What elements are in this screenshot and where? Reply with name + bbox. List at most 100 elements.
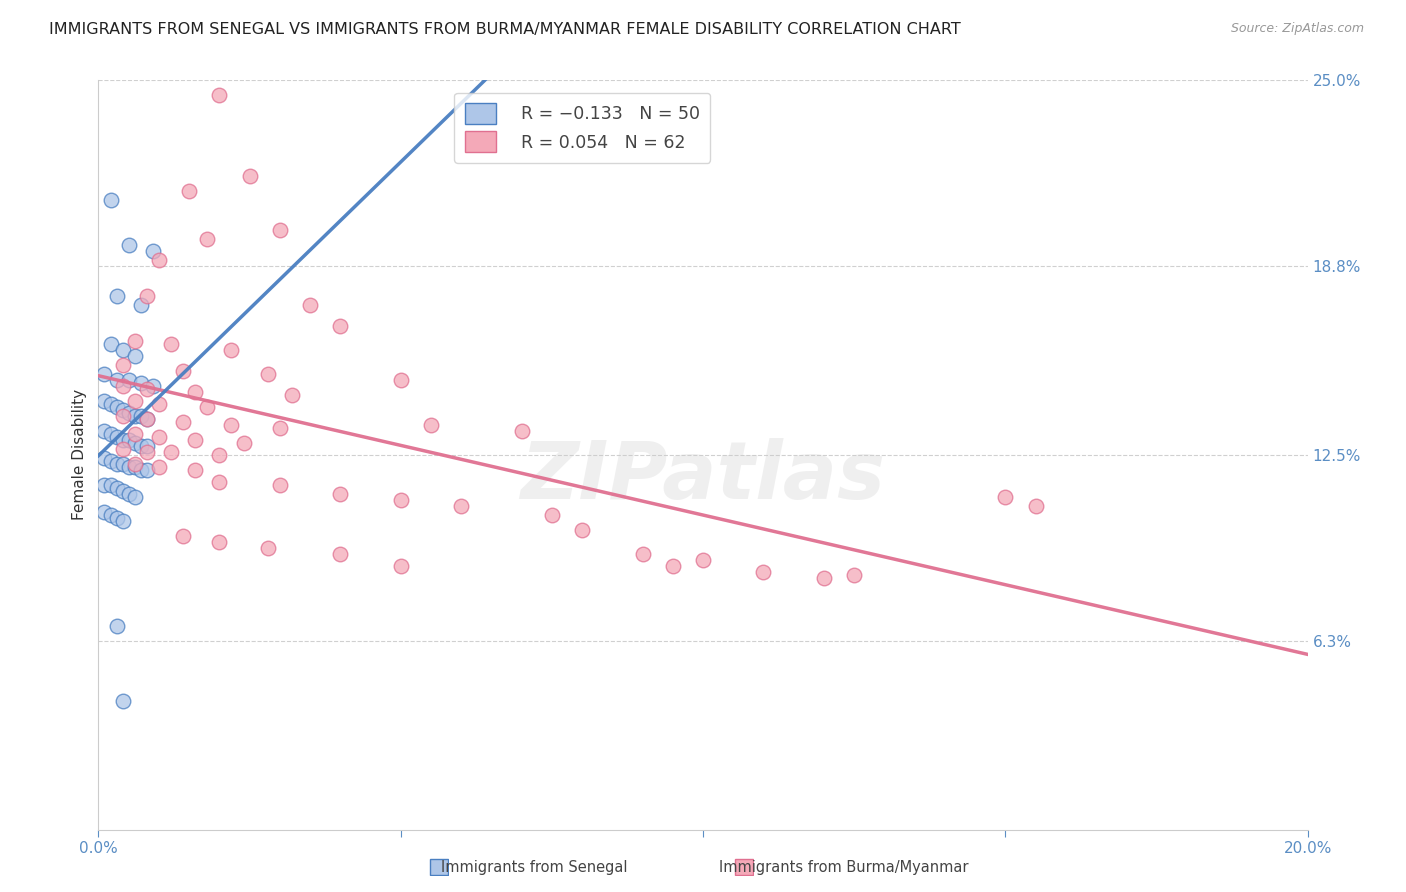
- Point: [299, 298, 322, 312]
- Legend:   R = −0.133   N = 50,   R = 0.054   N = 62: R = −0.133 N = 50, R = 0.054 N = 62: [454, 93, 710, 163]
- Point: [111, 379, 134, 393]
- Point: [93, 367, 115, 381]
- Point: [105, 619, 128, 633]
- Point: [118, 406, 141, 420]
- Point: [124, 426, 146, 441]
- Point: [135, 412, 157, 426]
- Point: [100, 454, 122, 468]
- Point: [118, 459, 141, 474]
- Point: [329, 487, 352, 501]
- Point: [100, 508, 122, 522]
- Point: [195, 232, 218, 246]
- Point: [269, 223, 291, 237]
- Point: [195, 400, 218, 414]
- Point: [105, 457, 128, 471]
- Point: [100, 397, 122, 411]
- Point: [124, 436, 146, 450]
- Point: [118, 238, 141, 252]
- Point: [179, 184, 201, 198]
- Point: [571, 523, 593, 537]
- Point: [329, 547, 352, 561]
- Point: [118, 373, 141, 387]
- Point: [692, 553, 714, 567]
- Point: [93, 478, 115, 492]
- Point: [111, 483, 134, 498]
- Point: [269, 478, 291, 492]
- Point: [118, 433, 141, 447]
- Point: [510, 424, 533, 438]
- Point: [100, 426, 122, 441]
- Point: [124, 459, 146, 474]
- Y-axis label: Female Disability: Female Disability: [72, 389, 87, 521]
- Point: [124, 349, 146, 363]
- Point: [208, 88, 231, 103]
- Point: [105, 373, 128, 387]
- Point: [118, 487, 141, 501]
- Point: [148, 430, 170, 444]
- Point: [752, 565, 775, 579]
- Point: [124, 457, 146, 471]
- Text: Immigrants from Burma/Myanmar: Immigrants from Burma/Myanmar: [718, 860, 969, 874]
- Point: [129, 376, 152, 390]
- Point: [256, 367, 278, 381]
- Point: [329, 319, 352, 334]
- Point: [221, 343, 243, 357]
- Point: [105, 400, 128, 414]
- Point: [208, 475, 231, 489]
- Point: [93, 505, 115, 519]
- Point: [813, 571, 835, 585]
- Point: [124, 394, 146, 409]
- Point: [124, 490, 146, 504]
- Point: [160, 337, 183, 351]
- Point: [105, 289, 128, 303]
- Point: [111, 457, 134, 471]
- Point: [111, 442, 134, 456]
- Point: [208, 448, 231, 462]
- Point: [269, 421, 291, 435]
- Point: [93, 450, 115, 465]
- Point: [135, 382, 157, 396]
- Point: [100, 193, 122, 207]
- Point: [135, 412, 157, 426]
- Point: [1024, 499, 1046, 513]
- Point: [111, 433, 134, 447]
- Point: [389, 492, 412, 507]
- Point: [100, 337, 122, 351]
- Point: [135, 445, 157, 459]
- Point: [420, 417, 443, 432]
- Point: [105, 511, 128, 525]
- Point: [135, 463, 157, 477]
- Point: [135, 439, 157, 453]
- Point: [221, 417, 243, 432]
- Point: [256, 541, 278, 555]
- Point: [111, 358, 134, 372]
- Point: [135, 289, 157, 303]
- Point: [100, 478, 122, 492]
- Point: [129, 298, 152, 312]
- Point: [172, 415, 194, 429]
- Point: [172, 529, 194, 543]
- Text: Source: ZipAtlas.com: Source: ZipAtlas.com: [1230, 22, 1364, 36]
- Point: [232, 436, 254, 450]
- Text: ZIPatlas: ZIPatlas: [520, 438, 886, 516]
- Point: [450, 499, 472, 513]
- Point: [129, 439, 152, 453]
- Point: [540, 508, 562, 522]
- Point: [184, 433, 207, 447]
- Point: [281, 388, 304, 402]
- Point: [93, 424, 115, 438]
- Point: [184, 463, 207, 477]
- Text: IMMIGRANTS FROM SENEGAL VS IMMIGRANTS FROM BURMA/MYANMAR FEMALE DISABILITY CORRE: IMMIGRANTS FROM SENEGAL VS IMMIGRANTS FR…: [49, 22, 960, 37]
- Point: [142, 244, 165, 259]
- Point: [93, 394, 115, 409]
- Point: [389, 373, 412, 387]
- Point: [111, 403, 134, 417]
- Point: [124, 334, 146, 348]
- Point: [172, 364, 194, 378]
- Point: [148, 459, 170, 474]
- Point: [111, 514, 134, 528]
- Point: [124, 409, 146, 423]
- Point: [994, 490, 1017, 504]
- Point: [184, 384, 207, 399]
- Point: [389, 558, 412, 573]
